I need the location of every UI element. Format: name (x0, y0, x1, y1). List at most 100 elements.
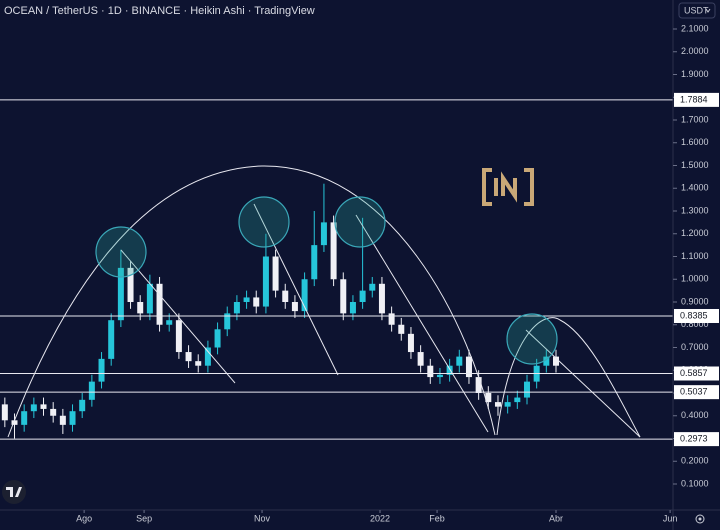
candle-body (50, 408, 57, 416)
chart-title: OCEAN / TetherUS · 1D · BINANCE · Heikin… (4, 5, 315, 17)
candle-body (1, 404, 8, 421)
currency-button[interactable] (678, 2, 716, 19)
highlight-circle (334, 196, 386, 248)
trend-line (355, 214, 489, 433)
candle-body (166, 320, 173, 325)
candle-body (233, 302, 240, 314)
candle-body (98, 358, 105, 382)
y-tick-label: 1.6000 (681, 137, 709, 147)
level-label-box (674, 432, 719, 447)
candle-body (195, 361, 202, 366)
level-label-box (674, 366, 719, 381)
currency-label: USDT (684, 5, 709, 15)
candle-body (175, 320, 182, 353)
candle-body (291, 302, 298, 312)
candle-body (69, 411, 76, 425)
y-tick-label: 2.1000 (681, 23, 709, 33)
candle-body (30, 404, 37, 412)
level-label-box (674, 385, 719, 400)
x-tick-label: 2022 (370, 513, 390, 523)
candle-body (523, 381, 530, 398)
trend-line (120, 249, 236, 384)
candle-body (407, 333, 414, 353)
level-label: 0.8385 (680, 310, 708, 320)
highlight-circle (95, 226, 147, 278)
x-tick-label: Ago (76, 513, 92, 523)
candle-body (59, 415, 66, 425)
y-tick-label: 0.9000 (681, 296, 709, 306)
candle-body (156, 283, 163, 325)
y-tick-label: 1.5000 (681, 160, 709, 170)
candle-body (475, 377, 482, 393)
candle-body (330, 222, 337, 280)
candle-body (398, 324, 405, 334)
candle-body (117, 267, 124, 321)
y-tick-label: 0.4000 (681, 410, 709, 420)
candle-body (436, 374, 443, 378)
candle-body (514, 397, 521, 403)
candle-body (340, 279, 347, 314)
level-label: 0.2973 (680, 433, 708, 443)
y-tick-label: 1.4000 (681, 183, 709, 193)
level-label: 0.5037 (680, 387, 708, 397)
drawings (7, 165, 641, 438)
level-label-box (674, 92, 719, 107)
candle-body (204, 347, 211, 366)
y-tick-label: 1.3000 (681, 205, 709, 215)
candle-body (40, 404, 47, 409)
highlight-circle (506, 313, 558, 365)
candle-body (79, 399, 86, 412)
candle-body (552, 356, 559, 366)
candle-body (320, 222, 327, 246)
candle-body (214, 329, 221, 348)
candle-body (417, 352, 424, 366)
x-tick-label: Jun (663, 513, 678, 523)
y-tick-label: 0.1000 (681, 478, 709, 488)
candle-body (108, 320, 115, 359)
candle-body (465, 356, 472, 378)
level-label-box (674, 308, 719, 323)
candle-body (127, 267, 134, 302)
candle-body (224, 313, 231, 330)
candle-body (349, 302, 356, 314)
candle-body (185, 352, 192, 362)
candle-body (446, 365, 453, 375)
tradingview-logo (2, 480, 26, 504)
y-tick-label: 1.0000 (681, 274, 709, 284)
y-tick-label: 1.7000 (681, 114, 709, 124)
candle-body (311, 245, 318, 280)
candle-body (504, 402, 511, 407)
y-tick-label: 0.7000 (681, 342, 709, 352)
trend-line (253, 203, 339, 376)
x-tick-label: Abr (549, 513, 563, 523)
settings-icon[interactable] (695, 514, 705, 524)
candle-body (359, 290, 366, 302)
candle-body (456, 356, 463, 366)
candle-body (88, 381, 95, 400)
x-tick-label: Feb (429, 513, 445, 523)
highlight-circle (238, 196, 290, 248)
trend-line (525, 329, 641, 438)
y-tick-label: 0.2000 (681, 456, 709, 466)
level-label: 1.7884 (680, 94, 708, 104)
candle-body (301, 279, 308, 312)
y-tick-label: 1.2000 (681, 228, 709, 238)
x-tick-label: Sep (136, 513, 152, 523)
candle-body (494, 402, 501, 407)
candle-body (282, 290, 289, 302)
watermark-logo (482, 168, 534, 206)
candle-body (262, 256, 269, 307)
candle-body (146, 283, 153, 314)
y-tick-label: 0.8000 (681, 319, 709, 329)
candle-body (427, 365, 434, 378)
x-axis: Ago Sep Nov 2022 Feb Abr Jun (76, 510, 677, 523)
candle-body (485, 393, 492, 403)
y-tick-label: 1.9000 (681, 69, 709, 79)
y-tick-label: 1.1000 (681, 251, 709, 261)
candle-body (253, 297, 260, 307)
candle-body (543, 356, 550, 366)
candle-body (388, 313, 395, 325)
small-arc (496, 317, 641, 438)
x-tick-label: Nov (254, 513, 271, 523)
